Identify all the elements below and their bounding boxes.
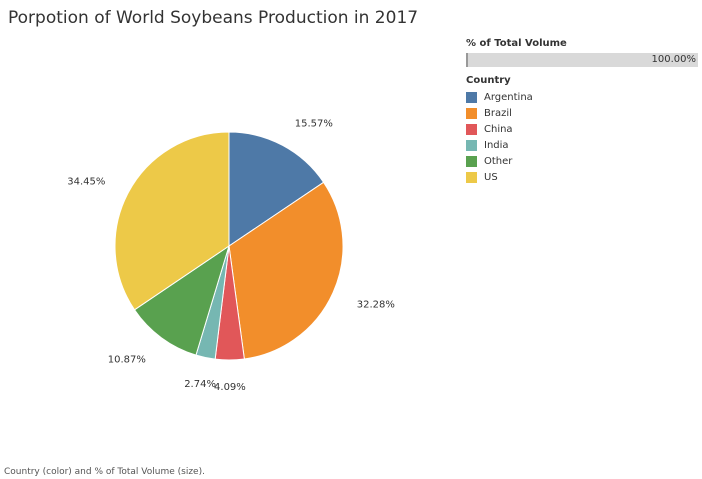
pie-slice-us[interactable] (114, 131, 230, 311)
legend-label-other: Other (484, 155, 513, 167)
pie-label-us: 34.45% (67, 176, 105, 187)
pie-label-other: 10.87% (108, 355, 146, 366)
size-legend-value: 100.00% (651, 54, 697, 65)
legend-swatch-us (466, 171, 477, 183)
legend-swatch-brazil (466, 107, 477, 119)
chart-caption: Country (color) and % of Total Volume (s… (4, 467, 205, 477)
size-legend: % of Total Volume 100.00% (466, 38, 702, 67)
legend-swatch-china (466, 123, 477, 135)
pie-slice-brazil[interactable] (228, 181, 344, 360)
color-legend: Country Argentina Brazil China India Oth… (466, 75, 533, 185)
legend-item-china[interactable]: China (466, 121, 533, 137)
legend-swatch-other (466, 155, 477, 167)
color-legend-title: Country (466, 75, 511, 86)
legend-item-brazil[interactable]: Brazil (466, 105, 533, 121)
legend-label-us: US (484, 171, 498, 183)
pie-slice-other[interactable] (133, 244, 230, 356)
pie-label-india: 2.74% (184, 379, 216, 390)
size-legend-title: % of Total Volume (466, 38, 567, 49)
legend-label-argentina: Argentina (484, 91, 533, 103)
legend-swatch-india (466, 139, 477, 151)
legend-item-india[interactable]: India (466, 137, 533, 153)
pie-slice-argentina[interactable] (228, 131, 325, 247)
legend-label-brazil: Brazil (484, 107, 512, 119)
pie-label-brazil: 32.28% (357, 299, 395, 310)
legend-label-china: China (484, 123, 513, 135)
legend-item-argentina[interactable]: Argentina (466, 89, 533, 105)
pie-label-china: 4.09% (214, 382, 246, 393)
size-legend-bar: 100.00% (466, 53, 698, 67)
legend-swatch-argentina (466, 91, 477, 103)
chart-title: Porpotion of World Soybeans Production i… (8, 8, 419, 28)
legend-item-us[interactable]: US (466, 169, 533, 185)
pie-chart: 15.57% 32.28% 4.09%2.74% 10.87% 34.45% (67, 118, 395, 393)
pie-label-argentina: 15.57% (295, 118, 333, 129)
legend-item-other[interactable]: Other (466, 153, 533, 169)
legend-label-india: India (484, 139, 509, 151)
